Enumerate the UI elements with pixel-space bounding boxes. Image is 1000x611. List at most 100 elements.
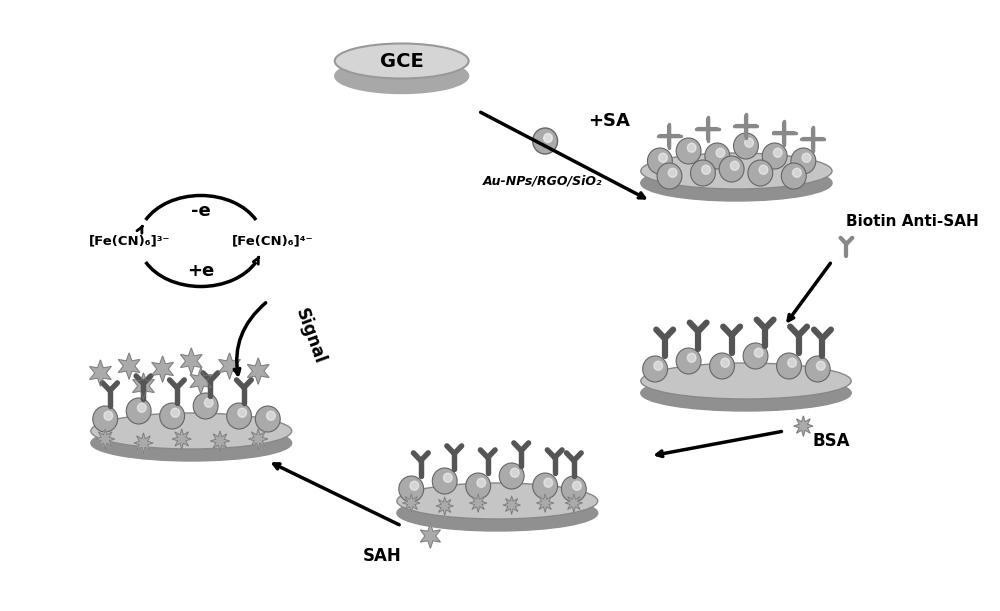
Text: +SA: +SA — [588, 112, 630, 130]
Circle shape — [432, 468, 457, 494]
Circle shape — [510, 468, 519, 477]
Circle shape — [160, 403, 185, 429]
Ellipse shape — [335, 59, 469, 93]
Polygon shape — [249, 429, 268, 449]
Circle shape — [721, 358, 730, 367]
Circle shape — [743, 343, 768, 369]
Circle shape — [793, 168, 801, 177]
Circle shape — [238, 408, 247, 417]
Text: BSA: BSA — [813, 432, 850, 450]
Polygon shape — [470, 494, 487, 512]
Circle shape — [716, 148, 725, 157]
Ellipse shape — [91, 425, 292, 461]
Circle shape — [745, 138, 753, 147]
Text: SAH: SAH — [363, 547, 402, 565]
Circle shape — [710, 353, 734, 379]
Circle shape — [719, 156, 744, 182]
Ellipse shape — [641, 375, 851, 411]
Text: [Fe(CN)₆]⁴⁻: [Fe(CN)₆]⁴⁻ — [232, 235, 313, 247]
Ellipse shape — [641, 363, 851, 399]
Polygon shape — [152, 356, 173, 382]
Circle shape — [193, 393, 218, 419]
Circle shape — [781, 163, 806, 189]
Polygon shape — [96, 429, 115, 449]
Circle shape — [267, 411, 275, 420]
Ellipse shape — [397, 483, 598, 519]
Circle shape — [410, 481, 419, 490]
Circle shape — [754, 348, 763, 357]
Polygon shape — [503, 496, 520, 514]
Circle shape — [654, 361, 663, 370]
Ellipse shape — [91, 413, 292, 449]
Circle shape — [533, 128, 558, 154]
Circle shape — [227, 403, 252, 429]
Polygon shape — [118, 353, 140, 379]
Text: Signal: Signal — [292, 306, 328, 367]
Circle shape — [676, 138, 701, 164]
Polygon shape — [403, 494, 420, 512]
Circle shape — [802, 153, 811, 163]
Circle shape — [734, 133, 758, 159]
Polygon shape — [420, 524, 440, 548]
Circle shape — [730, 161, 739, 170]
Polygon shape — [210, 431, 230, 451]
Polygon shape — [190, 368, 212, 394]
Circle shape — [759, 165, 768, 174]
Polygon shape — [565, 494, 582, 512]
Circle shape — [104, 411, 113, 420]
Circle shape — [647, 148, 672, 174]
Circle shape — [561, 476, 586, 502]
Ellipse shape — [397, 495, 598, 531]
Circle shape — [255, 406, 280, 432]
Circle shape — [204, 398, 213, 408]
Circle shape — [137, 403, 146, 412]
Polygon shape — [794, 416, 813, 436]
Circle shape — [676, 348, 701, 374]
Circle shape — [687, 143, 696, 152]
Circle shape — [702, 165, 710, 174]
Circle shape — [788, 358, 796, 367]
Circle shape — [762, 143, 787, 169]
Ellipse shape — [641, 153, 832, 189]
Circle shape — [691, 160, 715, 186]
Circle shape — [533, 473, 558, 499]
Ellipse shape — [641, 165, 832, 201]
Circle shape — [777, 353, 801, 379]
Circle shape — [499, 463, 524, 489]
Circle shape — [466, 473, 491, 499]
Polygon shape — [172, 429, 191, 449]
Circle shape — [805, 356, 830, 382]
Circle shape — [816, 361, 825, 370]
Polygon shape — [181, 348, 202, 374]
Text: Au-NPs/RGO/SiO₂: Au-NPs/RGO/SiO₂ — [483, 175, 602, 188]
Circle shape — [126, 398, 151, 424]
Circle shape — [705, 143, 730, 169]
Text: GCE: GCE — [380, 51, 424, 70]
Circle shape — [687, 353, 696, 362]
Circle shape — [443, 473, 452, 482]
Circle shape — [657, 163, 682, 189]
Circle shape — [93, 406, 118, 432]
Circle shape — [477, 478, 486, 488]
Polygon shape — [90, 360, 111, 386]
Text: Biotin Anti-SAH: Biotin Anti-SAH — [846, 213, 979, 229]
Circle shape — [791, 148, 816, 174]
Circle shape — [668, 168, 677, 177]
Polygon shape — [219, 353, 240, 379]
Text: -e: -e — [191, 202, 211, 221]
Circle shape — [544, 478, 553, 488]
Circle shape — [643, 356, 668, 382]
Circle shape — [773, 148, 782, 157]
Text: [Fe(CN)₆]³⁻: [Fe(CN)₆]³⁻ — [89, 235, 170, 247]
Circle shape — [399, 476, 424, 502]
Polygon shape — [436, 497, 453, 515]
Polygon shape — [134, 433, 153, 453]
Circle shape — [171, 408, 180, 417]
Circle shape — [573, 481, 581, 490]
Polygon shape — [537, 494, 554, 512]
Circle shape — [748, 160, 773, 186]
Circle shape — [544, 133, 552, 142]
Circle shape — [659, 153, 667, 163]
Polygon shape — [247, 358, 269, 384]
Ellipse shape — [335, 43, 469, 78]
